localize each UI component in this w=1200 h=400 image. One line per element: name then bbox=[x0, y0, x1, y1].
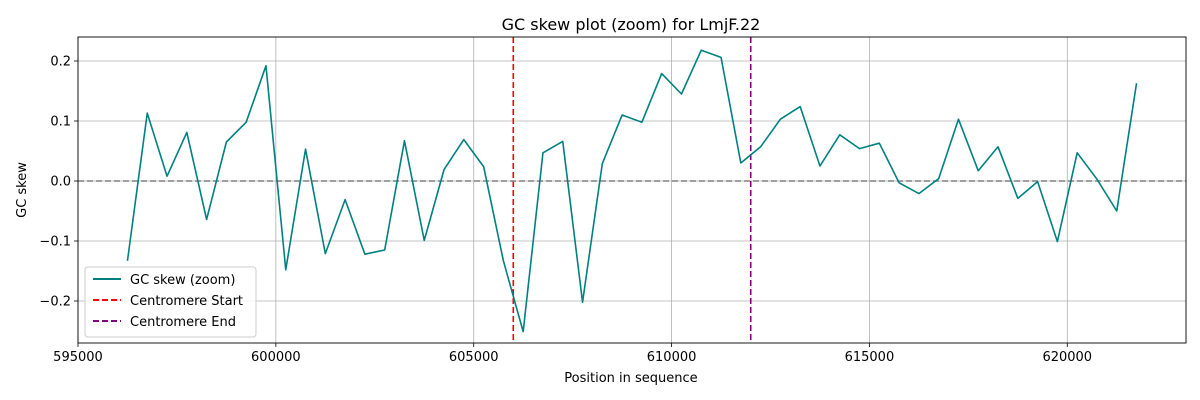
reference-lines bbox=[78, 37, 1186, 343]
y-tick-label: −0.1 bbox=[39, 235, 71, 250]
x-tick-label: 610000 bbox=[647, 350, 697, 365]
x-axis-title: Position in sequence bbox=[564, 371, 697, 386]
y-tick-label: 0.1 bbox=[50, 115, 71, 130]
legend-label-centromere-start: Centromere Start bbox=[130, 294, 243, 309]
legend-label-centromere-end: Centromere End bbox=[130, 315, 236, 330]
x-axis-ticks: 595000 600000 605000 610000 615000 620000 bbox=[53, 343, 1092, 365]
legend-label-gc-skew: GC skew (zoom) bbox=[130, 273, 235, 288]
legend: GC skew (zoom) Centromere Start Centrome… bbox=[84, 266, 257, 338]
series-line-gc-skew bbox=[126, 49, 1138, 333]
y-tick-label: 0.2 bbox=[50, 55, 71, 70]
x-tick-label: 615000 bbox=[845, 350, 895, 365]
x-tick-label: 605000 bbox=[449, 350, 499, 365]
y-tick-label: 0.0 bbox=[50, 175, 71, 190]
legend-box bbox=[84, 266, 257, 338]
x-tick-label: 620000 bbox=[1042, 350, 1092, 365]
chart-title: GC skew plot (zoom) for LmjF.22 bbox=[502, 15, 761, 34]
x-tick-label: 600000 bbox=[251, 350, 301, 365]
y-axis-ticks: −0.2 −0.1 0.0 0.1 0.2 bbox=[39, 55, 78, 310]
y-tick-label: −0.2 bbox=[39, 295, 71, 310]
plot-frame bbox=[77, 36, 1187, 344]
x-tick-label: 595000 bbox=[53, 350, 103, 365]
series-layer bbox=[126, 49, 1138, 333]
y-axis-title: GC skew bbox=[15, 162, 30, 218]
